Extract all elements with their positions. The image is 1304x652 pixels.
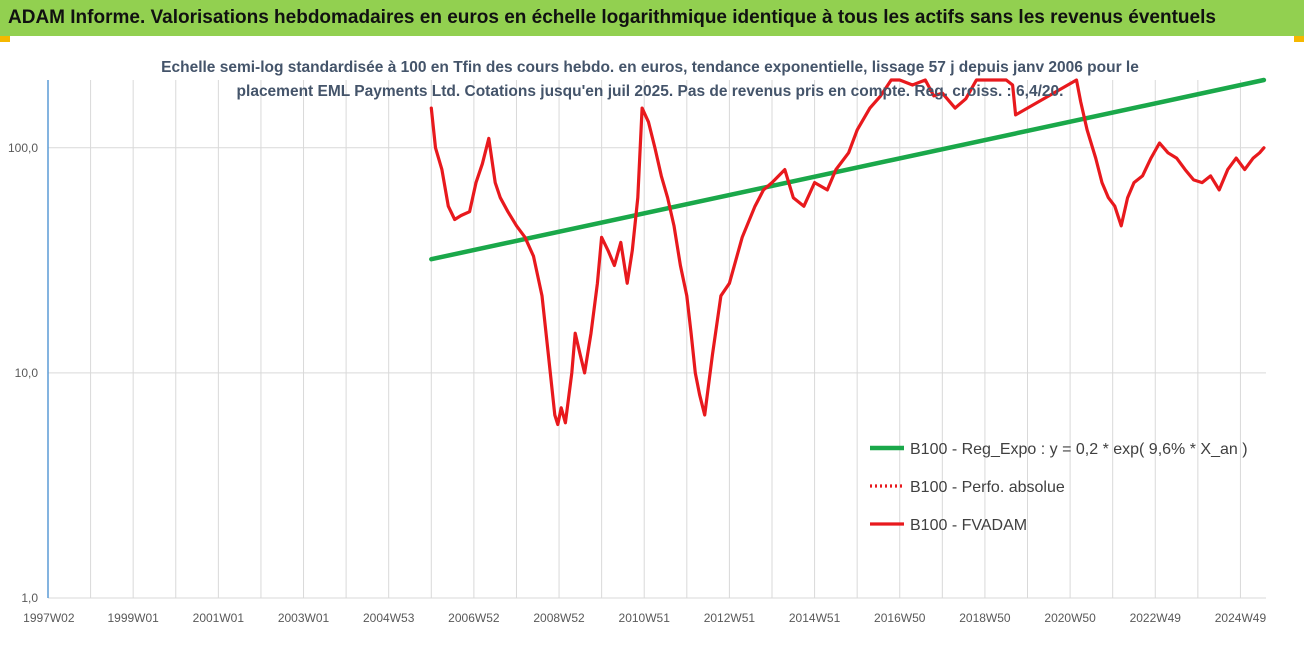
chart-subtitle: Echelle semi-log standardisée à 100 en T… <box>150 56 1150 104</box>
corner-accent-right <box>1294 36 1304 42</box>
x-tick-label: 1999W01 <box>107 611 159 625</box>
y-tick-label: 1,0 <box>21 591 38 605</box>
chart: 1,0 10,0 100,0 1997W02 1999W01 2001W01 2003W01… <box>8 77 1267 625</box>
y-tick-label: 100,0 <box>8 141 38 155</box>
legend: B100 - Reg_Expo : y = 0,2 * exp( 9,6% * … <box>870 441 1248 534</box>
legend-label-1: B100 - Perfo. absolue <box>910 479 1065 496</box>
chart-subtitle-line-2: placement EML Payments Ltd. Cotations ju… <box>236 83 1064 100</box>
x-tick-label: 2018W50 <box>959 611 1011 625</box>
x-tick-label: 2001W01 <box>193 611 245 625</box>
series-line-2 <box>429 78 1266 427</box>
x-tick-label: 2022W49 <box>1130 611 1182 625</box>
x-tick-label: 2016W50 <box>874 611 926 625</box>
x-tick-label: 2008W52 <box>533 611 585 625</box>
series-line-0 <box>429 77 1267 262</box>
series-lines <box>429 77 1267 427</box>
x-tick-label: 2006W52 <box>448 611 500 625</box>
gridlines <box>48 80 1266 599</box>
x-tick-label: 2014W51 <box>789 611 841 625</box>
axes: 1,0 10,0 100,0 1997W02 1999W01 2001W01 2003W01… <box>8 80 1266 625</box>
y-tick-label: 10,0 <box>15 366 39 380</box>
legend-label-0: B100 - Reg_Expo : y = 0,2 * exp( 9,6% * … <box>910 441 1248 458</box>
x-tick-label: 2020W50 <box>1044 611 1096 625</box>
x-tick-label: 2024W49 <box>1215 611 1267 625</box>
chart-subtitle-line-1: Echelle semi-log standardisée à 100 en T… <box>161 59 1139 76</box>
legend-label-2: B100 - FVADAM <box>910 517 1027 534</box>
page-title: ADAM Informe. Valorisations hebdomadaire… <box>0 0 1304 36</box>
x-tick-label: 2012W51 <box>704 611 756 625</box>
x-tick-label: 2004W53 <box>363 611 415 625</box>
x-tick-label: 1997W02 <box>23 611 75 625</box>
corner-accent-left <box>0 36 10 42</box>
x-tick-label: 2003W01 <box>278 611 330 625</box>
x-tick-label: 2010W51 <box>619 611 671 625</box>
